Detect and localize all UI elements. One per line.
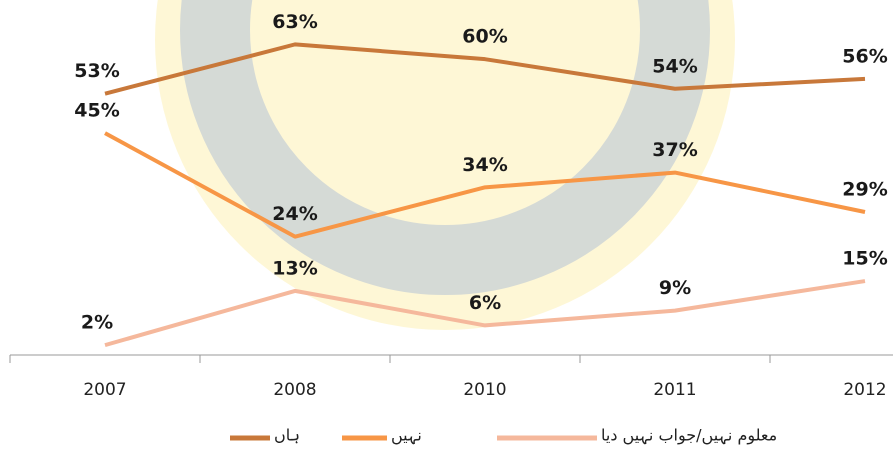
legend-label: نہیں [391, 426, 422, 446]
x-tick-label: 2011 [653, 380, 696, 400]
data-label: 63% [272, 11, 317, 33]
data-label: 6% [469, 292, 501, 314]
data-label: 13% [272, 257, 317, 279]
background-decoration [0, 0, 893, 462]
data-label: 34% [462, 154, 507, 176]
data-label: 37% [652, 139, 697, 161]
x-tick-label: 2012 [843, 380, 886, 400]
chart: 2007 2008 2010 2011 2012 53% 63% 60% 54% 56% 45% 24… [0, 0, 893, 462]
data-label: 56% [842, 45, 887, 67]
legend-label: ہاں [274, 426, 300, 445]
x-tick-label: 2008 [273, 380, 316, 400]
data-label: 24% [272, 203, 317, 225]
x-tick-label: 2007 [83, 380, 126, 400]
data-label: 54% [652, 55, 697, 77]
data-label: 60% [462, 26, 507, 48]
legend-label: معلوم نہیں/جواب نہیں دیا [601, 426, 777, 446]
data-label: 15% [842, 248, 887, 270]
data-label: 2% [81, 312, 113, 334]
data-label: 9% [659, 277, 691, 299]
data-label: 45% [74, 100, 119, 122]
data-label: 53% [74, 60, 119, 82]
data-label: 29% [842, 179, 887, 201]
x-tick-label: 2010 [463, 380, 506, 400]
